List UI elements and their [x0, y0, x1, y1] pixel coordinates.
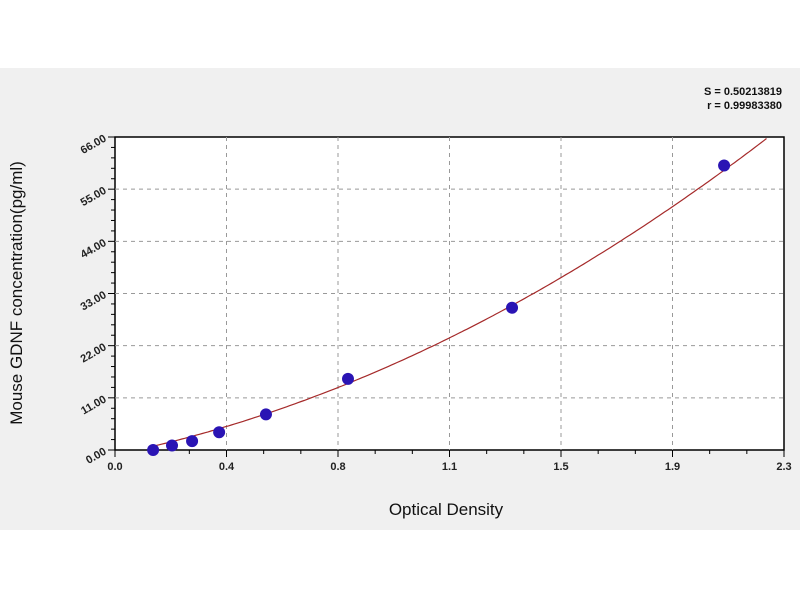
x-axis-label: Optical Density: [389, 500, 504, 519]
y-tick-label: 55.00: [79, 185, 109, 209]
data-point: [259, 408, 272, 421]
x-tick-label: 1.9: [665, 461, 680, 473]
x-tick-label: 0.8: [330, 461, 345, 473]
x-tick-label: 0.0: [107, 461, 122, 473]
y-tick-label: 33.00: [79, 289, 109, 313]
data-point: [213, 426, 226, 439]
fit-curve: [149, 138, 767, 448]
stat-r: r = 0.99983380: [707, 100, 782, 112]
data-point: [166, 439, 179, 452]
x-tick-label: 1.5: [553, 461, 568, 473]
y-axis-label: Mouse GDNF concentration(pg/ml): [7, 161, 26, 425]
x-tick-label: 1.1: [442, 461, 457, 473]
x-tick-label: 2.3: [776, 461, 791, 473]
y-tick-label: 22.00: [79, 341, 109, 365]
y-tick-label: 0.00: [84, 446, 109, 467]
x-tick-label: 0.4: [219, 461, 235, 473]
data-point: [506, 301, 519, 314]
y-tick-label: 44.00: [79, 237, 109, 261]
plot-area: [114, 136, 785, 451]
data-point: [341, 372, 354, 385]
data-point: [718, 159, 731, 172]
data-point: [147, 444, 160, 456]
y-tick-label: 66.00: [79, 133, 109, 157]
data-point: [186, 435, 199, 448]
y-tick-label: 11.00: [79, 394, 108, 418]
stat-s: S = 0.50213819: [704, 86, 782, 98]
